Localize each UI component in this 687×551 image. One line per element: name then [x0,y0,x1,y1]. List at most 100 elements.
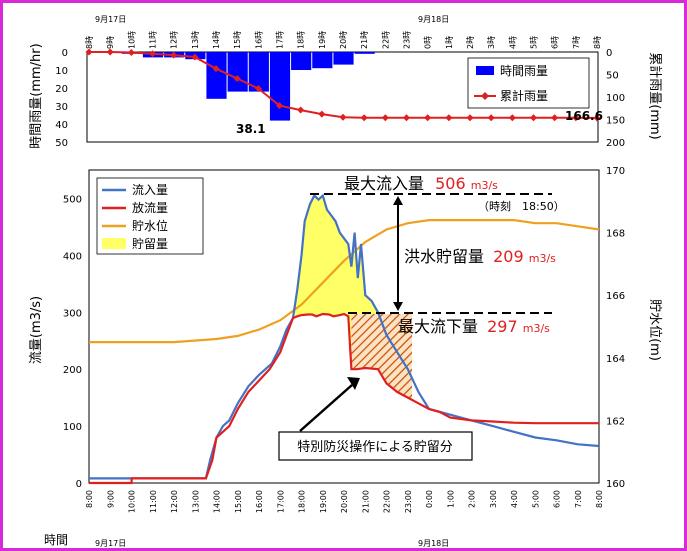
flow-x-tick: 20:00 [340,490,349,513]
max-outflow-value: 297 [487,317,518,336]
legend-water-level: 貯水位 [132,218,168,233]
cumulative-rain-point [191,53,199,61]
flow-x-tick: 1:00 [446,490,455,508]
top-hour-tick: 5時 [530,36,539,49]
flow-y-tick: 500 [63,194,82,205]
legend-inflow: 流入量 [132,183,168,197]
flow-x-tick: 9:00 [106,490,115,508]
flow-legend: 流入量 放流量 貯水位 貯留量 [96,177,204,255]
rain-y2-tick: 150 [606,116,625,127]
top-hour-tick: 1時 [445,36,454,49]
rain-bar [291,52,312,70]
top-hour-tick: 15時 [233,31,242,49]
flow-y2-tick: 166 [606,291,625,302]
flow-y-tick: 0 [76,479,82,490]
cumulative-rain-point [276,102,283,110]
rain-bar [312,52,333,69]
flow-y2-ticks: 160 162 164 166 168 170 [606,166,625,490]
top-hour-tick: 19時 [318,31,327,49]
special-op-box [278,431,473,461]
annotation-peak-rain: 38.1 [236,122,266,136]
storage-arrow-head-down [393,302,403,311]
flow-y-tick: 100 [63,422,82,433]
flow-y2-tick: 160 [606,479,625,490]
max-outflow-annotation: 最大流下量 297 m3/s [398,317,550,336]
flow-x-tick: 16:00 [255,490,264,513]
flow-x-tick: 14:00 [213,490,222,513]
top-hour-tick: 23時 [403,31,412,49]
rain-y2-tick: 100 [606,93,625,104]
rain-bar [354,52,375,54]
cumulative-rain-markers [85,48,601,122]
cumulative-rain-point [254,84,262,92]
cumulative-rain-point [551,114,559,122]
cumulative-rain-point [593,114,601,122]
top-hour-tick: 0時 [424,36,433,49]
flow-x-tick: 17:00 [276,490,285,513]
rain-y2-tick: 50 [606,71,619,82]
rain-bar [269,52,291,121]
top-hour-tick: 9時 [106,36,115,49]
rain-legend: 時間雨量 累計雨量 [467,57,590,109]
top-hour-tick: 6時 [551,36,560,49]
rain-y-tick: 20 [55,84,68,95]
flow-y2-axis-title: 貯水位(m) [647,299,662,361]
top-hour-tick: 7時 [572,36,581,49]
flow-y-tick: 200 [63,365,82,376]
flow-x-tick: 8:00 [595,490,604,508]
bottom-date-1: 9月17日 [95,539,126,548]
water-level-line [89,219,600,344]
max-inflow-label: 最大流入量 [344,174,424,193]
top-hour-tick: 4時 [508,36,517,49]
flow-x-tick: 12:00 [170,490,179,513]
legend-cumulative-rain: 累計雨量 [500,88,548,103]
rain-y-ticks: 0 10 20 30 40 50 [55,48,68,149]
special-operation-hatch [351,314,412,400]
max-inflow-annotation: 最大流入量 506 m3/s [344,174,498,193]
top-hour-tick-labels: 8時 9時 10時 11時 12時 13時 14時 15時 16時 17時 18時 19時 20時 21時… [85,31,602,49]
flow-x-tick: 7:00 [574,490,583,508]
rain-y-tick: 50 [55,138,68,149]
flow-x-tick: 15:00 [234,490,243,513]
rain-y2-tick: 0 [606,48,612,59]
outflow-line [89,312,599,485]
top-hour-tick: 11時 [149,31,158,49]
rain-y-tick: 10 [55,66,68,77]
storage-annotation: 洪水貯留量 209 m3/s [404,247,556,266]
x-axis-title: 時間 [44,533,68,547]
top-hour-tick: 8時 [593,36,602,49]
cumulative-rain-point [85,48,93,56]
max-inflow-value: 506 [435,174,466,193]
cumulative-rain-point [381,114,389,122]
storage-label: 洪水貯留量 [404,247,484,266]
flow-y-ticks: 0 100 200 300 400 500 [63,194,82,490]
cumulative-rain-point [297,106,305,114]
top-hour-tick: 3時 [487,36,496,49]
cumulative-rain-point [403,114,410,122]
max-inflow-time-note: （時刻 18:50） [478,199,565,213]
cumulative-rain-point [360,114,368,122]
flow-y2-tick: 170 [606,166,625,177]
max-inflow-unit: m3/s [471,179,498,192]
flow-y-axis-title: 流量(m3/s) [29,296,44,364]
cumulative-rain-point [339,113,347,121]
rain-y2-ticks: 0 50 100 150 200 [606,48,625,149]
cumulative-rain-point [170,51,178,59]
cumulative-rain-point [508,114,516,122]
top-hour-tick: 2時 [466,36,475,49]
flow-x-tick: 13:00 [191,490,200,513]
flow-y-tick: 300 [63,308,82,319]
flow-x-tick: 18:00 [298,490,307,513]
flow-x-tick: 11:00 [149,490,158,513]
special-op-label: 特別防災操作による貯留分 [297,439,453,455]
legend-hourly-rain: 時間雨量 [500,64,548,78]
flow-x-tick: 3:00 [489,490,498,508]
max-outflow-label: 最大流下量 [398,317,478,336]
legend-storage: 貯留量 [132,237,168,251]
flow-x-tick-labels: 8:00 9:00 10:00 11:00 12:00 13:00 14:00 15:00 16… [85,490,604,513]
flow-x-tick: 6:00 [553,490,562,508]
top-date-1: 9月17日 [95,15,126,24]
cumulative-rain-point [212,65,220,73]
flow-x-tick: 10:00 [128,490,137,513]
